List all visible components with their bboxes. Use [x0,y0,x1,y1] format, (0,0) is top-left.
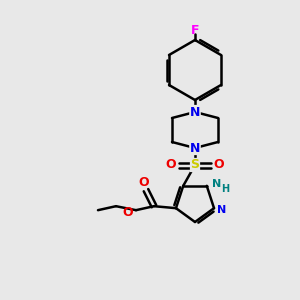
Text: N: N [190,142,200,154]
Text: O: O [214,158,224,172]
Text: H: H [221,184,229,194]
Text: N: N [212,179,221,189]
Text: O: O [123,206,133,219]
Text: N: N [190,106,200,118]
Text: O: O [139,176,149,189]
Text: F: F [191,23,199,37]
Text: N: N [218,205,226,215]
Text: O: O [166,158,176,172]
Text: S: S [190,158,200,172]
